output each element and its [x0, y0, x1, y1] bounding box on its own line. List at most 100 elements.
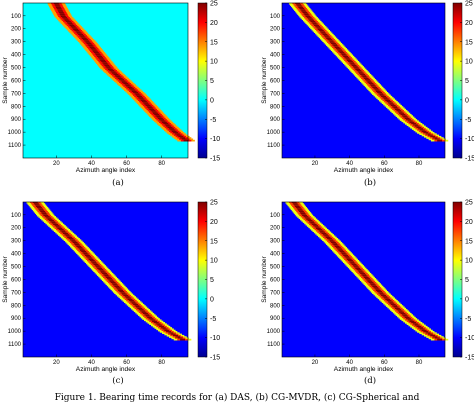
heatmap-track-cell — [333, 244, 339, 247]
heatmap-track-cell — [146, 106, 152, 108]
heatmap-track-cell — [113, 284, 119, 287]
heatmap-track-cell — [57, 227, 63, 230]
heatmap-track-cell — [88, 45, 94, 48]
heatmap-track-cell — [365, 278, 370, 280]
heatmap-track-cell — [121, 81, 127, 84]
heatmap-track-cell — [354, 266, 359, 269]
heatmap-track-cell — [421, 130, 427, 133]
heatmap-track-cell — [407, 120, 413, 123]
heatmap-track-cell — [418, 128, 424, 130]
x-tick-label: 40 — [88, 161, 95, 167]
heatmap-track-cell — [362, 76, 368, 79]
heatmap-track-cell — [302, 11, 308, 14]
heatmap-track-cell — [133, 91, 139, 94]
heatmap-track-cell — [303, 216, 309, 218]
heatmap-track-cell — [389, 302, 395, 305]
heatmap-track-cell — [106, 67, 112, 70]
heatmap-track-cell — [369, 84, 375, 86]
heatmap-track-cell — [339, 51, 345, 54]
heatmap-track-cell — [37, 207, 42, 209]
heatmap-track-cell — [164, 124, 170, 126]
heatmap-track-cell — [361, 274, 367, 276]
heatmap-track-cell — [77, 247, 83, 249]
heatmap-track-cell — [157, 117, 163, 120]
heatmap-track-cell — [157, 324, 163, 327]
heatmap-track-cell — [383, 98, 389, 101]
heatmap-track-cell — [74, 29, 80, 32]
y-tick-label: 700 — [270, 290, 281, 296]
colorbar-tick-label: 5 — [465, 78, 469, 85]
heatmap-track-cell — [123, 82, 129, 85]
colorbar-tick-label: 25 — [465, 1, 473, 8]
heatmap-track-cell — [406, 119, 411, 121]
heatmap-track-cell — [326, 37, 332, 40]
heatmap-track-cell — [316, 27, 322, 30]
heatmap-track-cell — [107, 68, 113, 71]
heatmap-track-cell — [309, 19, 315, 22]
heatmap-track-cell — [425, 332, 431, 335]
heatmap-track-cell — [379, 293, 385, 296]
heatmap-track-cell — [109, 280, 115, 283]
colorbar-tick-label: 0 — [210, 97, 214, 104]
heatmap-track-cell — [334, 245, 340, 248]
heatmap-track-cell — [311, 223, 317, 226]
heatmap-track-cell — [386, 300, 392, 302]
y-tick-label: 500 — [11, 265, 22, 271]
y-tick-label: 300 — [11, 40, 22, 46]
heatmap-track-cell — [127, 298, 133, 301]
heatmap-track-cell — [174, 133, 180, 136]
y-tick-label: 1100 — [8, 143, 22, 149]
y-tick-label: 100 — [270, 14, 281, 20]
heatmap-track-cell — [373, 88, 379, 90]
heatmap-track-cell — [139, 98, 145, 101]
y-tick-label: 800 — [270, 104, 281, 110]
heatmap-track-cell — [321, 32, 327, 35]
heatmap-track-cell — [155, 115, 161, 117]
heatmap-track-cell — [414, 324, 420, 327]
heatmap-track-cell — [173, 132, 179, 134]
heatmap-track-cell — [98, 269, 104, 271]
heatmap-track-cell — [300, 9, 306, 12]
heatmap-track-cell — [312, 23, 318, 26]
heatmap-track-cell — [92, 262, 98, 265]
y-tick-label: 400 — [11, 53, 22, 59]
colorbar-tick-label: -5 — [465, 316, 471, 323]
heatmap-track-cell — [379, 94, 385, 97]
heatmap-track-cell — [44, 216, 50, 218]
y-tick-label: 200 — [11, 27, 22, 33]
heatmap-track-cell — [351, 64, 357, 67]
heatmap-track-cell — [121, 293, 127, 296]
heatmap-track-cell — [71, 240, 77, 243]
heatmap-track-cell — [295, 207, 301, 209]
heatmap-track-cell — [103, 274, 109, 276]
figure-caption: Figure 1. Bearing time records for (a) D… — [55, 392, 420, 402]
heatmap-track-cell — [166, 125, 172, 128]
heatmap-track-cell — [351, 263, 357, 266]
heatmap-track-cell — [95, 54, 101, 57]
colorbar-tick-label: 25 — [210, 200, 218, 207]
heatmap-track-cell — [170, 333, 176, 336]
heatmap-track-cell — [389, 103, 395, 106]
heatmap-track-cell — [64, 19, 70, 22]
heatmap-track-cell — [392, 305, 398, 307]
y-tick-label: 1000 — [8, 130, 22, 136]
heatmap-track-cell — [145, 315, 151, 318]
heatmap-track-cell — [383, 297, 389, 300]
heatmap-track-cell — [404, 316, 410, 319]
heatmap-track-cell — [147, 316, 153, 319]
heatmap-track-cell — [321, 232, 327, 235]
heatmap-track-cell — [156, 116, 162, 119]
heatmap-track-cell — [390, 303, 396, 306]
heatmap-track-cell — [159, 325, 164, 328]
heatmap-track-cell — [324, 235, 330, 238]
heatmap-track-cell — [329, 240, 335, 243]
heatmap-track-cell — [363, 77, 369, 80]
heatmap-track-cell — [298, 210, 304, 213]
heatmap-track-cell — [116, 288, 122, 291]
colorbar-tick-label: 0 — [465, 296, 469, 303]
y-tick-label: 600 — [270, 277, 281, 283]
heatmap-track-cell — [113, 73, 119, 76]
